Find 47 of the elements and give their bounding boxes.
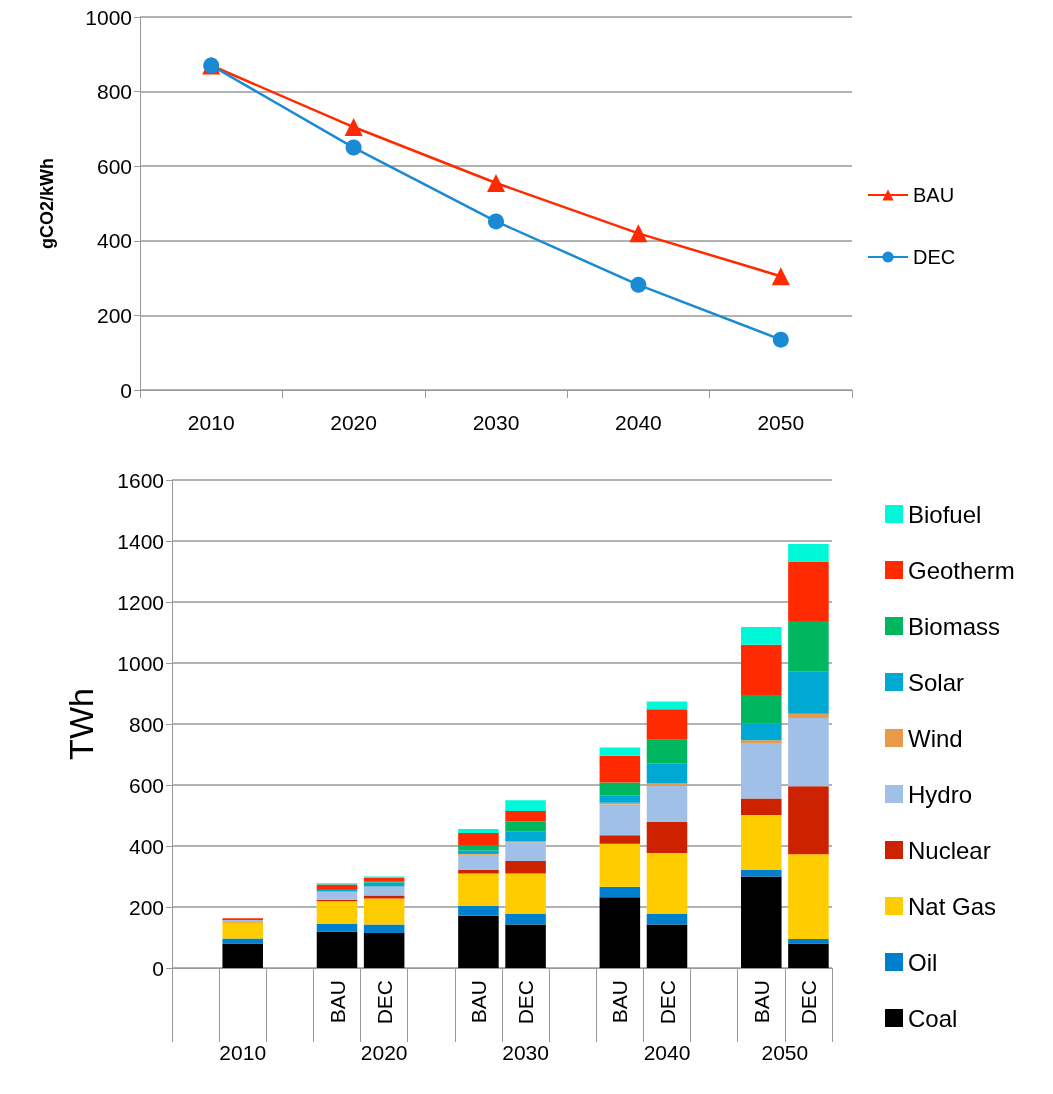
legend-label: BAU: [913, 184, 955, 206]
x-tick-label: 2040: [615, 411, 662, 434]
legend-label: Nuclear: [908, 836, 991, 864]
text: 2020: [360, 1040, 408, 1064]
x-tick-label: 2020: [330, 411, 377, 434]
x-tick-label: 2030: [472, 411, 520, 434]
y-tick-label: 0: [152, 956, 164, 980]
x-tick-label: 2010: [187, 411, 235, 434]
legend-label: Nat Gas: [908, 892, 997, 920]
y-tick-label: 400: [96, 229, 132, 253]
y-tick-label: 800: [96, 80, 132, 104]
x-tick-label: DEC: [796, 980, 820, 1025]
x-tick-label: BAU: [608, 980, 632, 1024]
y-tick-label: 1400: [117, 529, 164, 553]
legend-label: Geotherm: [908, 556, 1015, 584]
y-axis-title: gCO2/kWh: [37, 157, 57, 250]
x-tick-label: BAU: [466, 980, 490, 1024]
legend-label: DEC: [913, 246, 956, 268]
text: 2040: [643, 1040, 691, 1064]
y-tick-label: 200: [128, 895, 164, 919]
legend-label: Wind: [908, 724, 963, 752]
legend-label: Hydro: [908, 780, 973, 808]
y-tick-label: 400: [128, 834, 164, 858]
y-tick-label: 1600: [117, 468, 164, 492]
legend-label: Solar: [908, 668, 965, 696]
y-tick-label: 1000: [117, 651, 164, 675]
y-tick-label: 1000: [85, 5, 132, 29]
y-axis-title: TWh: [62, 688, 100, 760]
x-tick-label: DEC: [514, 980, 538, 1025]
x-tick-label: BAU: [325, 980, 349, 1024]
y-tick-label: 800: [128, 712, 164, 736]
legend-label: Biofuel: [908, 500, 982, 528]
legend-label: Coal: [908, 1004, 958, 1032]
y-tick-label: 200: [96, 303, 132, 327]
text: 2010: [219, 1040, 267, 1064]
y-tick-label: 600: [96, 154, 132, 178]
legend-label: Oil: [908, 948, 938, 976]
text: 2030: [502, 1040, 549, 1064]
x-tick-label: DEC: [655, 980, 679, 1025]
x-tick-label: BAU: [749, 980, 773, 1024]
x-tick-label: 2050: [757, 411, 805, 434]
y-tick-label: 0: [120, 378, 132, 402]
legend-label: Biomass: [908, 612, 1001, 640]
y-tick-label: 600: [128, 773, 164, 797]
x-tick-label: DEC: [372, 980, 396, 1025]
y-tick-label: 1200: [117, 590, 164, 614]
text: 2050: [761, 1040, 809, 1064]
